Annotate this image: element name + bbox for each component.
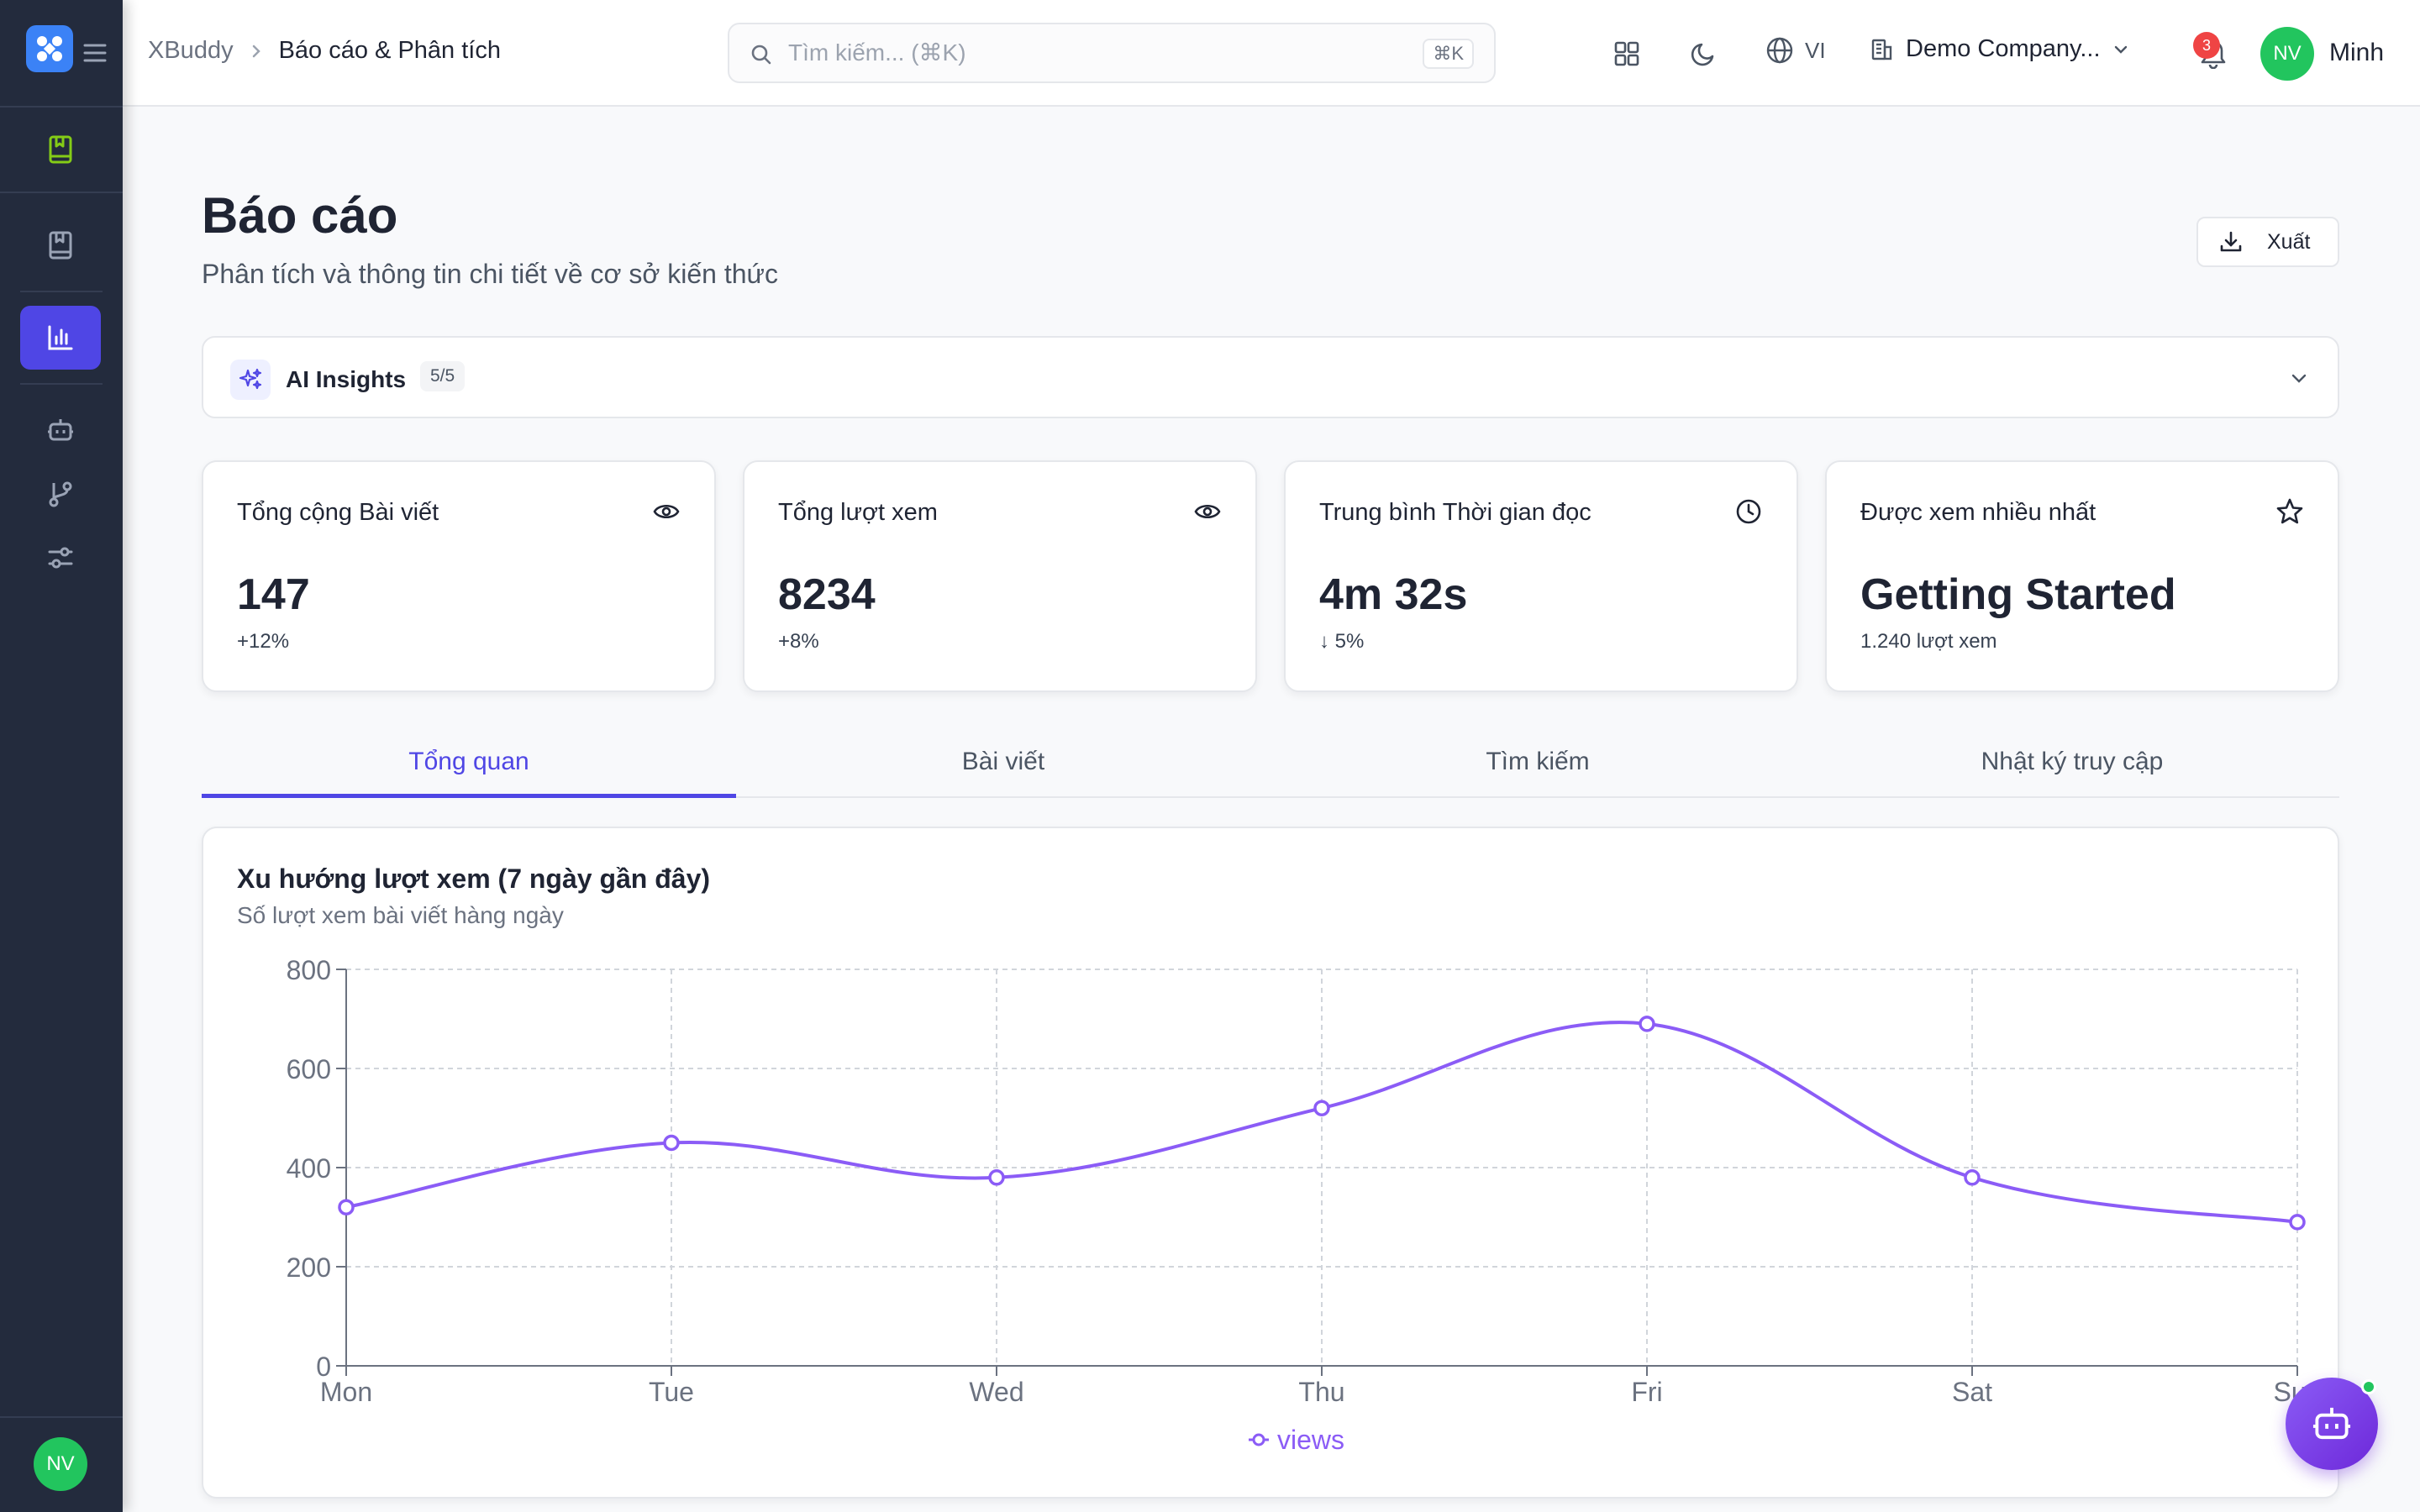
stat-delta: 1.240 lượt xem (1860, 630, 1997, 653)
y-tick-label: 0 (316, 1352, 331, 1382)
x-tick-label: Wed (969, 1377, 1023, 1407)
online-status-dot (2361, 1379, 2376, 1394)
top-header: XBuddy Báo cáo & Phân tích ⌘K VI Demo Co… (123, 0, 2420, 107)
data-point-wed (988, 1169, 1005, 1186)
stat-label: Được xem nhiều nhất (1860, 499, 2096, 526)
data-point-fri (1639, 1016, 1655, 1032)
language-label: VI (1805, 37, 1826, 63)
stat-card-total-views: Tổng lượt xem 8234 +8% (743, 460, 1257, 692)
y-tick-label: 400 (287, 1153, 331, 1184)
sidebar-divider (0, 192, 123, 193)
sidebar-divider (20, 291, 103, 292)
report-tabs: Tổng quan Bài viết Tìm kiếm Nhật ký truy… (202, 734, 2339, 798)
y-tick-label: 800 (287, 955, 331, 985)
views-trend-card: Xu hướng lượt xem (7 ngày gần đây) Số lư… (202, 827, 2339, 1499)
stat-label: Trung bình Thời gian đọc (1319, 499, 1591, 526)
language-switcher[interactable]: VI (1765, 35, 1826, 66)
ai-insights-panel[interactable]: AI Insights 5/5 (202, 336, 2339, 418)
chevron-down-icon (2114, 45, 2127, 54)
stat-delta: +12% (237, 630, 290, 653)
notification-badge: 3 (2193, 32, 2220, 59)
app-logo-icon[interactable] (26, 25, 73, 72)
menu-toggle-icon[interactable] (82, 42, 108, 68)
chatbot-fab-button[interactable] (2286, 1378, 2378, 1470)
stat-value: 4m 32s (1319, 570, 1468, 619)
stat-card-most-viewed: Được xem nhiều nhất Getting Started 1.24… (1825, 460, 2339, 692)
stat-label: Tổng lượt xem (778, 499, 938, 526)
building-icon (1871, 39, 1892, 60)
git-branch-icon[interactable] (42, 475, 79, 512)
ai-insights-title: AI Insights (286, 366, 407, 392)
export-label: Xuất (2267, 229, 2311, 254)
stat-value: Getting Started (1860, 570, 2176, 619)
download-icon (2220, 231, 2242, 252)
chevron-right-icon (252, 45, 260, 57)
chart-subtitle: Số lượt xem bài viết hàng ngày (237, 902, 564, 928)
tab-access-log[interactable]: Nhật ký truy cập (1981, 748, 2164, 775)
stat-value: 147 (237, 570, 310, 619)
globe-icon (1766, 37, 1793, 64)
stat-label: Tổng cộng Bài viết (237, 499, 439, 526)
user-name[interactable]: Minh (2329, 39, 2385, 66)
tab-articles[interactable]: Bài viết (961, 748, 1045, 775)
ai-insights-count: 5/5 (420, 361, 466, 391)
breadcrumb-current: Báo cáo & Phân tích (278, 37, 501, 64)
breadcrumb-root[interactable]: XBuddy (148, 37, 234, 64)
star-icon (2276, 498, 2303, 524)
x-tick-label: Tue (649, 1377, 694, 1407)
bot-icon[interactable] (42, 412, 79, 449)
tab-search[interactable]: Tìm kiếm (1486, 748, 1590, 775)
stat-delta: +8% (778, 630, 819, 653)
legend-label: views (1277, 1425, 1344, 1455)
page-title: Báo cáo (202, 187, 398, 244)
x-tick-label: Thu (1298, 1377, 1344, 1407)
views-line-chart: 0200400600800MonTueWedThuFriSatSunviews (287, 955, 2322, 1455)
sidebar: NV (0, 0, 123, 1512)
y-tick-label: 200 (287, 1252, 331, 1283)
export-button[interactable]: Xuất (2196, 217, 2339, 267)
data-point-tue (663, 1134, 680, 1152)
stat-card-total-articles: Tổng cộng Bài viết 147 +12% (202, 460, 716, 692)
articles-icon[interactable] (42, 227, 79, 264)
search-box[interactable]: ⌘K (728, 23, 1496, 83)
company-selector[interactable]: Demo Company... (1869, 35, 2129, 63)
search-icon (751, 45, 771, 65)
bot-icon (2312, 1407, 2351, 1440)
x-tick-label: Sat (1952, 1377, 1992, 1407)
sidebar-avatar[interactable]: NV (34, 1437, 87, 1491)
data-point-sun (2289, 1214, 2306, 1231)
sparkles-icon (230, 360, 271, 400)
user-avatar[interactable]: NV (2260, 27, 2314, 81)
sidebar-divider (0, 1416, 123, 1418)
stat-delta: ↓ 5% (1319, 630, 1365, 653)
tab-overview[interactable]: Tổng quan (202, 734, 736, 798)
chart-title: Xu hướng lượt xem (7 ngày gần đây) (237, 864, 711, 894)
settings-sliders-icon[interactable] (42, 539, 79, 576)
sidebar-divider (20, 383, 103, 385)
legend-point-marker (1252, 1433, 1265, 1446)
data-point-mon (338, 1199, 355, 1215)
stat-value: 8234 (778, 570, 876, 619)
dark-mode-moon-icon[interactable] (1686, 35, 1723, 72)
page-subtitle: Phân tích và thông tin chi tiết về cơ sở… (202, 259, 778, 289)
eye-icon (1194, 504, 1221, 519)
breadcrumb: XBuddy Báo cáo & Phân tích (148, 37, 501, 65)
company-name: Demo Company... (1906, 35, 2101, 62)
data-point-sat (1964, 1169, 1981, 1186)
search-shortcut: ⌘K (1423, 39, 1474, 69)
bar-chart-icon (48, 325, 73, 350)
x-tick-label: Fri (1631, 1377, 1662, 1407)
y-tick-label: 600 (287, 1054, 331, 1084)
data-point-thu (1313, 1100, 1330, 1116)
apps-grid-icon[interactable] (1608, 35, 1645, 72)
sidebar-item-reports[interactable] (20, 306, 101, 370)
search-input[interactable] (788, 33, 1376, 73)
clock-icon (1736, 499, 1761, 524)
stat-card-avg-read-time: Trung bình Thời gian đọc 4m 32s ↓ 5% (1284, 460, 1798, 692)
sidebar-divider (0, 106, 123, 108)
x-tick-label: Mon (320, 1377, 372, 1407)
eye-icon (653, 504, 680, 519)
knowledge-base-icon[interactable] (42, 131, 79, 168)
chevron-down-icon[interactable] (2287, 366, 2311, 390)
